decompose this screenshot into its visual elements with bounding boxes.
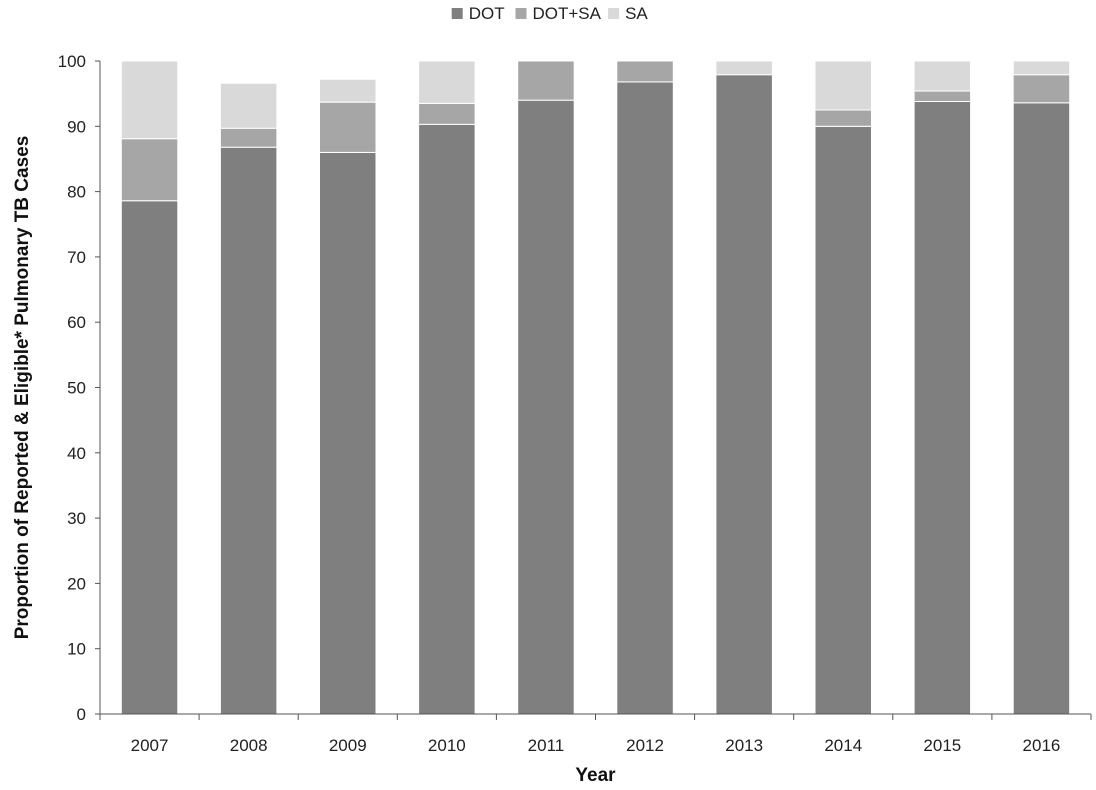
y-tick-label: 20 [67,574,86,593]
bar-segment-sa [913,60,972,92]
bar-segment-dot [1012,102,1071,715]
y-tick-label: 40 [67,444,86,463]
bar-segment-dot [319,151,377,715]
x-tick-label: 2015 [923,736,961,755]
x-tick-label: 2016 [1023,736,1061,755]
y-tick-label: 0 [77,705,86,724]
bar-segment-dot-sa [913,90,972,102]
bar-segment-dot [418,123,476,715]
x-tick-label: 2014 [824,736,862,755]
y-tick-label: 50 [67,379,86,398]
y-tick-label: 70 [67,248,86,267]
legend-swatch [608,8,620,19]
bar-segment-dot-sa [517,60,575,101]
bar-segment-dot [913,100,972,715]
legend: DOT DOT+SA SA [451,4,648,23]
y-axis: 0 10 20 30 40 50 60 70 80 90 100 [58,52,101,724]
bar-segment-dot-sa [219,127,278,148]
bar-segment-dot [715,74,773,715]
legend-swatch [515,8,527,19]
x-tick-label: 2007 [131,736,169,755]
bar-segment-sa [1012,60,1071,76]
bar-segment-dot-sa [616,60,674,83]
bar-segment-dot [616,81,674,715]
bar-segment-sa [715,60,773,76]
y-tick-label: 10 [67,640,86,659]
bar-segment-dot-sa [319,101,377,153]
x-axis: 2007 2008 2009 2010 2011 2012 2013 2014 2015 2016 [99,713,1092,755]
bar-segment-sa [319,78,377,103]
y-tick-label: 60 [67,313,86,332]
x-tick-label: 2010 [428,736,466,755]
x-tick-label: 2013 [725,736,763,755]
bar-segment-dot-sa [120,138,179,202]
bar-segment-sa [120,60,179,140]
y-tick-label: 80 [67,183,86,202]
y-tick-label: 100 [58,52,86,71]
x-tick-label: 2012 [626,736,664,755]
bar-segment-sa [418,60,476,104]
legend-label: SA [625,4,648,23]
bar-segment-dot-sa [1012,74,1071,104]
x-tick-label: 2011 [528,736,565,755]
bar-segment-dot [517,99,575,715]
legend-swatch [451,8,463,19]
x-axis-title: Year [575,765,616,786]
bar-segment-dot [120,200,179,715]
bar-segment-sa [219,82,278,129]
y-axis-title: Proportion of Reported & Eligible* Pulmo… [12,136,33,640]
legend-label: DOT+SA [533,4,602,23]
bar-segment-dot [814,125,872,715]
y-tick-label: 30 [67,509,86,528]
bar-segment-dot-sa [814,109,872,127]
y-tick-label: 90 [67,117,86,136]
x-tick-label: 2008 [230,736,268,755]
bar-segment-dot [219,146,278,715]
legend-label: DOT [469,4,505,23]
bars [120,60,1071,715]
bar-segment-dot-sa [418,102,476,125]
bar-segment-sa [814,60,872,111]
x-tick-label: 2009 [329,736,367,755]
